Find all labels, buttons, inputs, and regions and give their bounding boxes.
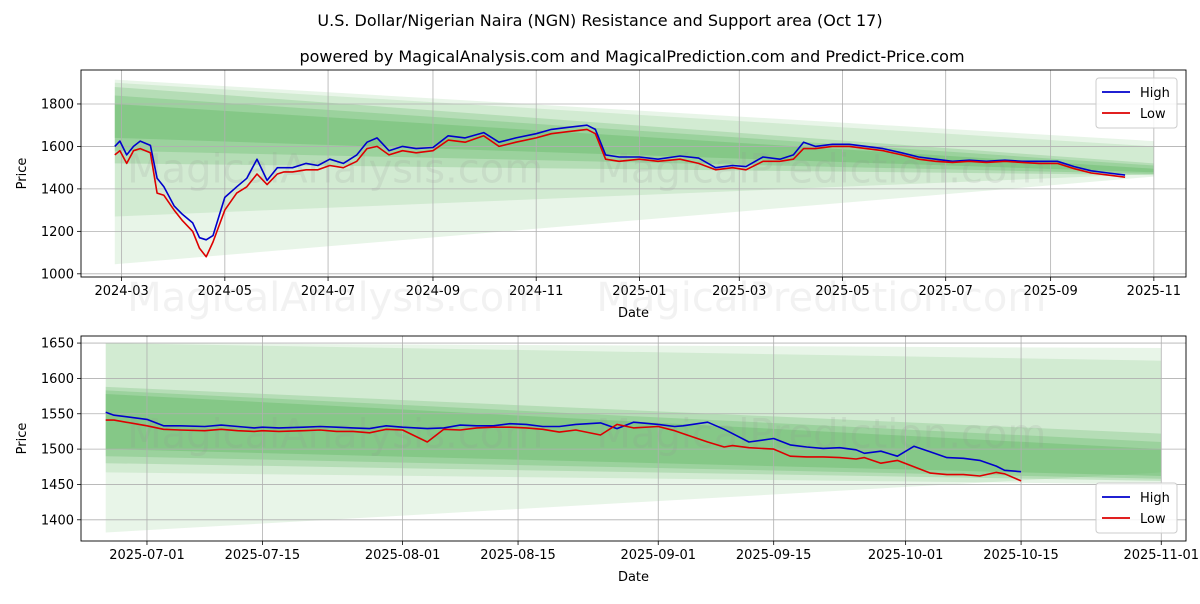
x-tick-label: 2025-07-01: [109, 548, 185, 563]
y-tick-label: 1650: [41, 337, 74, 352]
series-line-high: [114, 124, 1126, 241]
legend-label-low: Low: [1140, 512, 1166, 527]
legend-box: [1095, 482, 1178, 534]
axes-frame: [80, 335, 1187, 542]
watermark-text: MagicalPrediction.com: [596, 411, 1046, 457]
x-tick-label: 2025-10-15: [983, 548, 1059, 563]
x-tick-label: 2024-09: [406, 284, 460, 299]
x-tick-label: 2024-07: [301, 284, 355, 299]
y-tick-label: 1800: [41, 97, 74, 112]
y-tick-label: 1200: [41, 225, 74, 240]
y-tick-label: 1450: [41, 478, 74, 493]
y-tick-label: 1000: [41, 267, 74, 282]
band-4: [114, 95, 1154, 174]
chart-subtitle: powered by MagicalAnalysis.com and Magic…: [299, 47, 964, 66]
series-line-high: [105, 411, 1022, 473]
y-axis-label: Price: [15, 423, 30, 455]
watermark-text: MagicalPrediction.com: [596, 275, 1046, 321]
x-tick-label: 2025-07: [919, 284, 973, 299]
x-tick-label: 2024-03: [94, 284, 148, 299]
watermark-text: MagicalAnalysis.com: [127, 411, 543, 457]
x-axis-label: Date: [618, 306, 649, 321]
x-tick-label: 2025-08-15: [480, 548, 556, 563]
legend-label-low: Low: [1140, 107, 1166, 122]
x-tick-label: 2025-11: [1127, 284, 1181, 299]
watermark-text: MagicalAnalysis.com: [127, 275, 543, 321]
y-tick-label: 1600: [41, 372, 74, 387]
axes-frame: [80, 69, 1187, 278]
x-tick-label: 2024-11: [509, 284, 563, 299]
legend-box: [1095, 77, 1178, 129]
x-tick-label: 2024-05: [198, 284, 252, 299]
watermark-text: MagicalAnalysis.com: [127, 146, 543, 192]
x-tick-label: 2025-11-01: [1123, 548, 1199, 563]
series-lines: [105, 411, 1022, 482]
y-tick-label: 1500: [41, 443, 74, 458]
x-tick-label: 2025-01: [612, 284, 666, 299]
series-lines: [114, 124, 1126, 258]
x-axis-label: Date: [618, 570, 649, 585]
x-tick-label: 2025-09: [1023, 284, 1077, 299]
band-5: [114, 104, 1154, 173]
y-tick-label: 1400: [41, 513, 74, 528]
y-tick-label: 1400: [41, 182, 74, 197]
support-resistance-bands: [114, 79, 1154, 265]
y-axis-label: Price: [15, 158, 30, 190]
series-line-low: [114, 128, 1126, 258]
legend: High Low: [1095, 77, 1178, 129]
bottom-chart-panel: 2025-07-01 2025-07-15 2025-08-01 2025-08-15…: [15, 335, 1199, 585]
x-tick-label: 2025-10-01: [868, 548, 944, 563]
legend-label-high: High: [1140, 86, 1170, 101]
legend-label-high: High: [1140, 491, 1170, 506]
legend: High Low: [1095, 482, 1178, 534]
x-tick-label: 2025-08-01: [365, 548, 441, 563]
y-tick-label: 1600: [41, 140, 74, 155]
x-tick-label: 2025-03: [712, 284, 766, 299]
grid: [81, 70, 1186, 277]
band-1: [114, 79, 1154, 265]
chart-title: U.S. Dollar/Nigerian Naira (NGN) Resista…: [317, 11, 882, 30]
band-1: [105, 343, 1162, 533]
x-tick-label: 2025-09-01: [620, 548, 696, 563]
watermark-text: MagicalPrediction.com: [596, 146, 1046, 192]
x-tick-label: 2025-07-15: [225, 548, 301, 563]
x-tick-label: 2025-05: [815, 284, 869, 299]
y-tick-label: 1550: [41, 407, 74, 422]
x-tick-label: 2025-09-15: [736, 548, 812, 563]
grid: [81, 336, 1186, 541]
band-2: [114, 82, 1154, 217]
series-line-low: [105, 419, 1022, 482]
band-3: [105, 386, 1162, 481]
top-chart-panel: 2024-03 2024-05 2024-07 2024-09 2024-11 2025-…: [15, 69, 1187, 321]
